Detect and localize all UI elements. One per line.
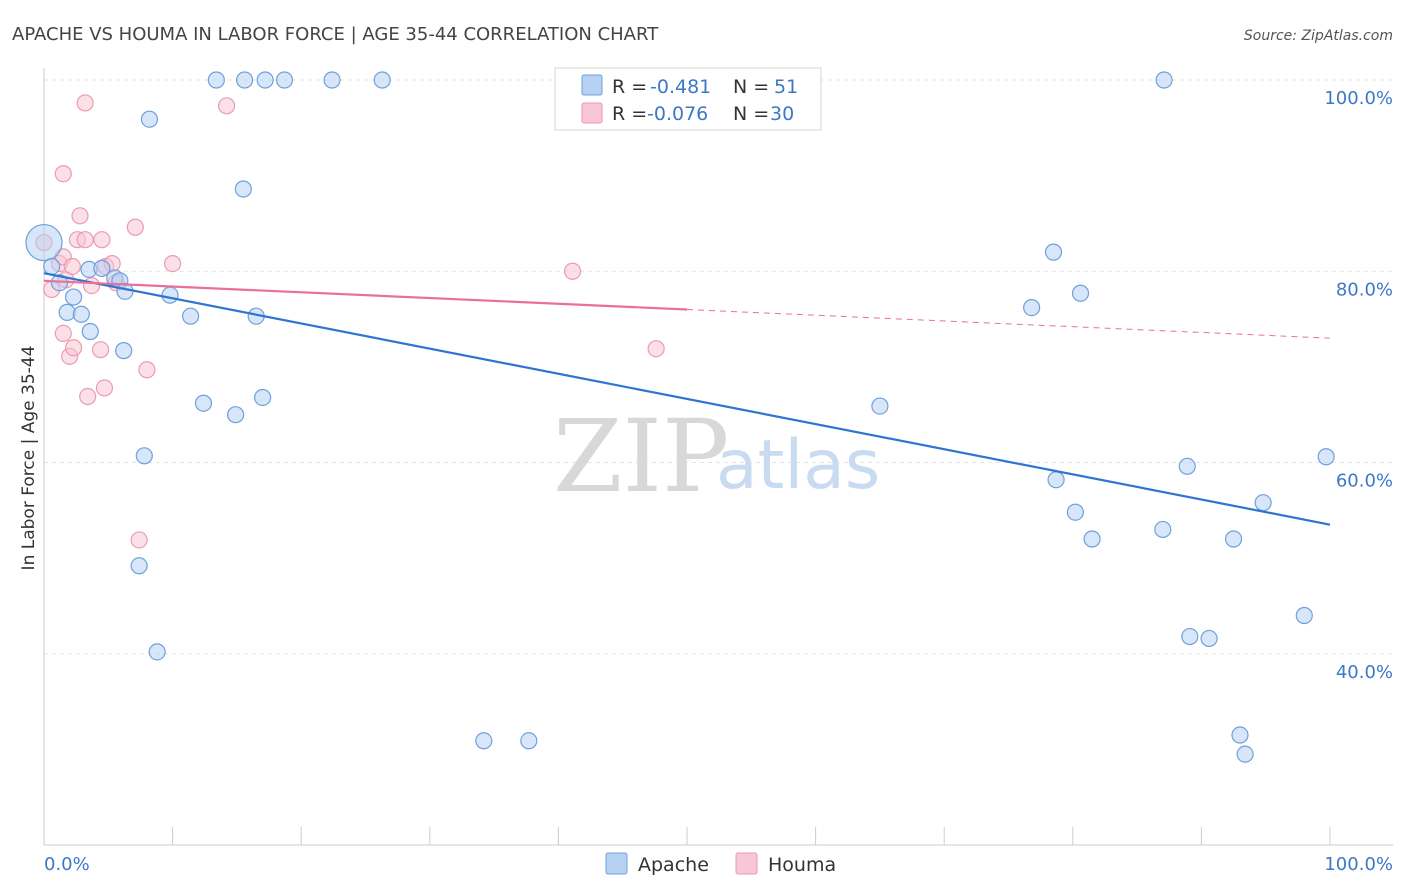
- apache-point: [72, 305, 90, 323]
- houma-point: [76, 231, 94, 249]
- houma-point: [71, 207, 89, 225]
- y-tick-label: 100.0%: [1324, 88, 1393, 109]
- gridlines: [44, 79, 1393, 655]
- y-axis-label: In Labor Force | Age 35-44: [19, 346, 39, 571]
- x-axis-ticks: [43, 827, 1331, 845]
- apache-point: [161, 286, 179, 304]
- bottom-legend-swatch-houma: [735, 852, 758, 875]
- apache-point: [43, 257, 61, 276]
- apache-point: [1295, 606, 1313, 625]
- apache-point: [1071, 284, 1090, 302]
- apache-point: [140, 110, 159, 128]
- legend-n-label-houma: N =: [733, 103, 769, 125]
- apache-point: [1236, 745, 1254, 763]
- x-tick-label-min: 0.0%: [44, 854, 90, 875]
- apache-point: [194, 394, 213, 412]
- houma-point: [82, 276, 101, 295]
- apache-point: [93, 259, 111, 277]
- apache-point: [58, 303, 76, 321]
- legend-r-value-apache: -0.481: [650, 76, 711, 98]
- apache-point: [81, 322, 99, 341]
- legend-n-value-houma: 30: [770, 103, 794, 125]
- apache-point: [130, 557, 148, 575]
- apache-point: [148, 643, 166, 661]
- apache-point: [25, 223, 63, 262]
- houma-point: [138, 361, 156, 379]
- apache-point: [236, 71, 254, 89]
- apache-point: [1200, 629, 1218, 648]
- apache-point: [227, 406, 245, 424]
- houma-point: [126, 218, 144, 236]
- y-tick-label: 40.0%: [1336, 662, 1393, 683]
- x-tick-label-max: 100.0%: [1324, 854, 1393, 875]
- apache-point: [1044, 243, 1063, 261]
- apache-point: [64, 288, 83, 306]
- watermark-zip: ZIP: [553, 398, 729, 515]
- houma-point: [563, 262, 582, 280]
- apache-point: [373, 71, 391, 89]
- houma-point: [63, 257, 81, 276]
- apache-point: [234, 180, 252, 198]
- apache-point: [115, 342, 133, 360]
- apache-point: [254, 388, 272, 407]
- legend-n-value-apache: 51: [774, 76, 798, 98]
- houma-point: [79, 387, 97, 406]
- trend-lines: [43, 272, 1331, 526]
- houma-trend-line-extension: [686, 309, 1331, 339]
- apache-point: [520, 732, 538, 750]
- apache-point: [1231, 726, 1249, 744]
- houma-trend-line: [43, 279, 688, 311]
- apache-point: [871, 397, 889, 415]
- legend-r-label-houma: R =: [612, 103, 647, 125]
- bottom-legend-label-apache: Apache: [638, 854, 709, 876]
- bottom-legend-label-houma: Houma: [768, 854, 836, 876]
- apache-point: [1224, 530, 1243, 548]
- y-tick-label: 80.0%: [1336, 279, 1393, 300]
- apache-point: [135, 447, 153, 465]
- chart-source: Source: ZipAtlas.com: [1244, 28, 1393, 44]
- houma-point: [93, 231, 111, 249]
- houma-point: [647, 340, 665, 358]
- apache-point: [1083, 530, 1101, 548]
- houma-point: [95, 379, 114, 397]
- apache-point: [1047, 471, 1065, 489]
- houma-point: [218, 97, 236, 115]
- houma-point: [54, 165, 72, 183]
- apache-point: [1066, 503, 1084, 521]
- y-tick-label: 60.0%: [1336, 471, 1393, 492]
- apache-point: [275, 71, 294, 89]
- apache-point: [1178, 457, 1196, 475]
- houma-point: [91, 341, 110, 359]
- apache-point: [323, 71, 341, 89]
- series-legend: Apache Houma: [605, 852, 836, 876]
- houma-point: [64, 339, 83, 357]
- apache-point: [256, 71, 274, 89]
- apache-point: [1254, 494, 1272, 512]
- legend-r-label-apache: R =: [612, 76, 647, 98]
- houma-point: [164, 255, 182, 273]
- watermark-atlas: atlas: [716, 426, 880, 505]
- houma-point: [76, 94, 94, 112]
- legend-n-label-apache: N =: [733, 76, 769, 98]
- apache-point: [207, 71, 225, 89]
- apache-point: [1154, 520, 1172, 539]
- legend-swatch-houma: [581, 102, 603, 124]
- legend-r-value-houma: -0.076: [647, 103, 708, 125]
- bottom-legend-swatch-apache: [605, 852, 628, 875]
- apache-point: [475, 732, 493, 750]
- chart-title: APACHE VS HOUMA IN LABOR FORCE | AGE 35-…: [12, 24, 659, 45]
- legend-swatch-apache: [581, 74, 603, 96]
- apache-trend-line: [43, 272, 1331, 526]
- apache-point: [1023, 298, 1041, 317]
- apache-point: [1317, 448, 1335, 466]
- y-tick-labels: 40.0% 60.0% 80.0% 100.0%: [1324, 88, 1393, 683]
- apache-point: [1181, 627, 1199, 646]
- correlation-legend: R = -0.481 N = 51 R = -0.076 N = 30: [554, 67, 822, 131]
- apache-point: [1155, 71, 1173, 89]
- apache-points: [25, 71, 1335, 763]
- apache-point: [182, 307, 200, 325]
- houma-point: [130, 531, 148, 549]
- houma-point: [54, 324, 72, 343]
